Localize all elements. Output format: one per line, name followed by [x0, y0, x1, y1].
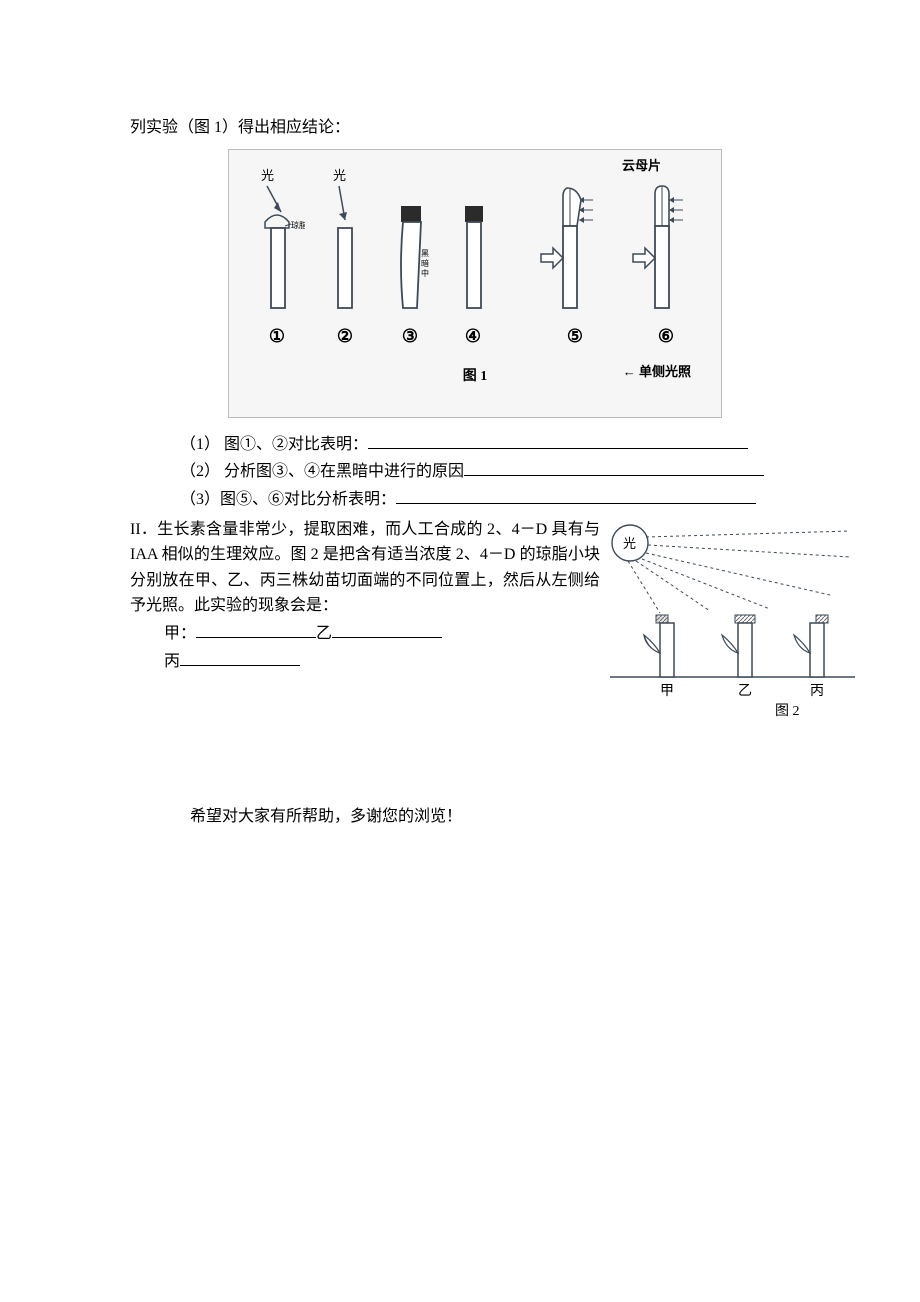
- closing-line: 希望对大家有所帮助，多谢您的浏览！: [130, 804, 820, 830]
- figure-1: 光 琼脂片 ① 光: [228, 149, 722, 418]
- fig1-caption: 图 1: [403, 366, 547, 388]
- light-label-1: 光: [261, 168, 274, 183]
- coleoptile-6-icon: [631, 166, 701, 316]
- bing-label: 丙: [164, 653, 180, 670]
- mica-label: 云母片: [622, 156, 661, 177]
- figure-2: 光: [600, 517, 860, 726]
- part2-text: II．生长素含量非常少，提取困难，而人工合成的 2、4－D 具有与 IAA 相似…: [130, 517, 600, 619]
- intro-line: 列实验（图 1）得出相应结论：: [130, 115, 820, 141]
- light-label-2: 光: [333, 168, 346, 183]
- coleoptile-1-icon: 光 琼脂片: [249, 166, 305, 316]
- question-1: （1） 图①、②对比表明：: [180, 432, 820, 458]
- svg-text:甲: 甲: [660, 684, 674, 699]
- coleoptile-2-icon: 光: [323, 166, 367, 316]
- figure-2-svg: 光: [600, 517, 860, 717]
- q3-blank[interactable]: [396, 487, 756, 504]
- seedling-bing-icon: [794, 615, 828, 677]
- yi-blank[interactable]: [332, 621, 442, 638]
- svg-text:丙: 丙: [810, 684, 824, 699]
- col-num-6: ⑥: [658, 322, 674, 351]
- q2-label: （2） 分析图③、④在黑暗中进行的原因: [180, 463, 464, 480]
- unilateral-light-label: 单侧光照: [639, 364, 691, 379]
- col-num-4: ④: [465, 322, 481, 351]
- coleoptile-4-icon: [453, 166, 493, 316]
- fig1-col-6: ⑥: [631, 166, 701, 351]
- q3-label: （3）图⑤、⑥对比分析表明：: [180, 491, 396, 508]
- seedling-jia-icon: [644, 615, 674, 677]
- col-num-3: ③: [402, 322, 418, 351]
- q1-label: （1） 图①、②对比表明：: [180, 436, 368, 453]
- yi-label: 乙: [316, 625, 332, 642]
- arrow-left-icon: ←: [623, 364, 636, 379]
- coleoptile-5-icon: [537, 166, 613, 316]
- seedling-yi-icon: [722, 615, 755, 677]
- q1-blank[interactable]: [368, 432, 748, 449]
- fig1-col-5: ⑤: [537, 166, 613, 351]
- fig1-col-4: ④: [453, 166, 493, 351]
- svg-text:琼脂片: 琼脂片: [291, 220, 305, 230]
- col-num-5: ⑤: [567, 322, 583, 351]
- bing-blank[interactable]: [180, 649, 300, 666]
- question-3: （3）图⑤、⑥对比分析表明：: [180, 487, 820, 513]
- figure-1-container: 光 琼脂片 ① 光: [130, 149, 820, 418]
- jia-blank[interactable]: [196, 621, 316, 638]
- part2-container: II．生长素含量非常少，提取困难，而人工合成的 2、4－D 具有与 IAA 相似…: [130, 517, 820, 675]
- svg-text:暗: 暗: [421, 258, 429, 268]
- fig1-col-3: 黑 暗 中 ③: [385, 166, 435, 351]
- fig1-col-2: 光 ②: [323, 166, 367, 351]
- svg-text:光: 光: [623, 536, 636, 551]
- q2-blank[interactable]: [464, 459, 764, 476]
- questions-block: （1） 图①、②对比表明： （2） 分析图③、④在黑暗中进行的原因 （3）图⑤、…: [130, 432, 820, 513]
- coleoptile-3-icon: 黑 暗 中: [385, 166, 435, 316]
- col-num-1: ①: [269, 322, 285, 351]
- document-page: 列实验（图 1）得出相应结论： 光 琼脂片: [0, 0, 920, 890]
- svg-text:图 2: 图 2: [775, 704, 800, 717]
- svg-text:黑: 黑: [421, 249, 429, 258]
- jia-label: 甲：: [164, 625, 196, 642]
- fig1-col-1: 光 琼脂片 ①: [249, 166, 305, 351]
- svg-text:中: 中: [421, 268, 429, 278]
- col-num-2: ②: [337, 322, 353, 351]
- svg-text:乙: 乙: [738, 683, 752, 699]
- question-2: （2） 分析图③、④在黑暗中进行的原因: [180, 459, 820, 485]
